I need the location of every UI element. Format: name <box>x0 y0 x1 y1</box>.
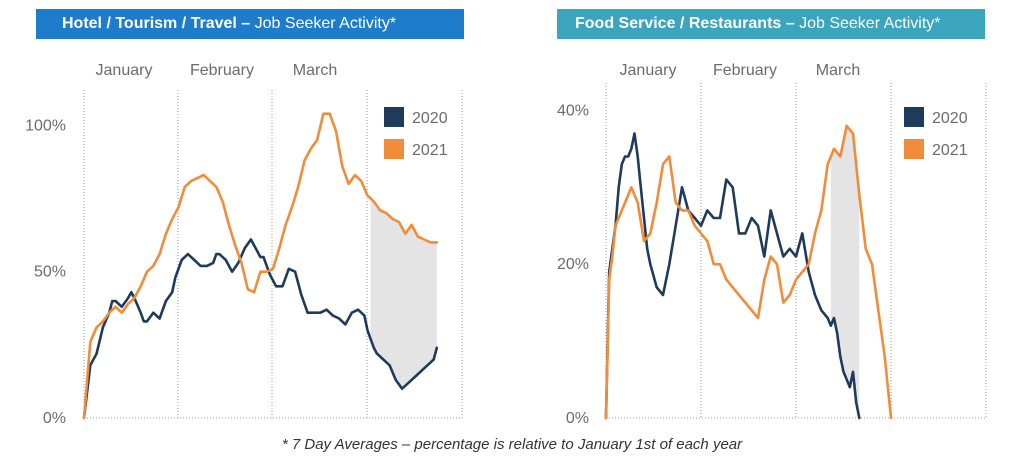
shaded-gap-area <box>370 198 437 389</box>
chart-title-rest: Job Seeker Activity* <box>794 15 941 32</box>
x-tick-label: January <box>96 62 153 79</box>
x-tick-label: March <box>816 62 860 79</box>
series-line-2021 <box>604 124 893 420</box>
series-line-2020 <box>82 238 439 420</box>
series-line-2020 <box>604 132 861 420</box>
food-chart-plot: January February March 0% 20% 40% 2020 2021 <box>557 62 987 427</box>
legend-swatch-2021 <box>384 139 404 159</box>
legend-label: 2020 <box>412 110 448 127</box>
legend-label: 2021 <box>412 142 448 159</box>
y-tick-label: 20% <box>557 256 589 273</box>
y-tick-label: 0% <box>566 410 589 427</box>
chart-title-bold: Food Service / Restaurants – <box>575 15 795 32</box>
hotel-chart-panel: Hotel / Tourism / Travel – Job Seeker Ac… <box>0 0 512 430</box>
y-tick-label: 100% <box>25 117 66 134</box>
y-tick-label: 50% <box>34 264 66 281</box>
legend-swatch-2020 <box>384 107 404 127</box>
legend-label: 2020 <box>932 110 968 127</box>
legend-swatch-2020 <box>904 107 924 127</box>
hotel-chart-header: Hotel / Tourism / Travel – Job Seeker Ac… <box>36 9 464 39</box>
chart-title-rest: Job Seeker Activity* <box>250 15 397 32</box>
hotel-chart-plot: January February March 0% 50% 100% 2020 2021 <box>25 62 463 427</box>
chart-title-bold: Hotel / Tourism / Travel – <box>62 15 251 32</box>
x-tick-label: March <box>293 62 337 79</box>
y-tick-label: 0% <box>43 410 66 427</box>
shaded-gap-area <box>830 125 860 419</box>
y-tick-label: 40% <box>557 102 589 119</box>
food-chart-panel: Food Service / Restaurants – Job Seeker … <box>512 0 1024 430</box>
footnote: * 7 Day Averages – percentage is relativ… <box>281 436 743 453</box>
x-tick-label: January <box>620 62 677 79</box>
series-line-2021 <box>82 112 439 420</box>
x-tick-label: February <box>190 62 254 79</box>
legend-swatch-2021 <box>904 139 924 159</box>
food-chart-header: Food Service / Restaurants – Job Seeker … <box>557 9 985 39</box>
x-tick-label: February <box>713 62 777 79</box>
legend-label: 2021 <box>932 142 968 159</box>
